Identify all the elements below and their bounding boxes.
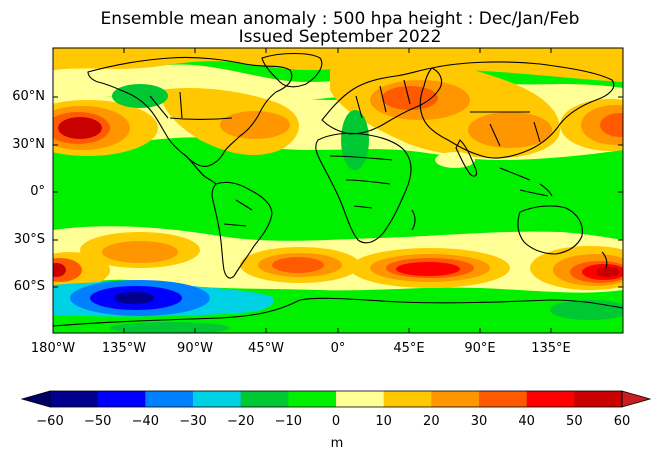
colorbar-tick-label: −30 bbox=[179, 414, 207, 429]
colorbar-tick-label: −50 bbox=[83, 414, 112, 429]
lon-label-135e: 135°E bbox=[531, 341, 571, 356]
coastlines bbox=[53, 52, 623, 327]
lon-label-0: 0° bbox=[330, 341, 346, 356]
colorbar-frame bbox=[49, 390, 623, 408]
colorbar-segment bbox=[574, 391, 623, 407]
lon-label-45e: 45°E bbox=[393, 341, 425, 356]
colorbar-over-arrow bbox=[621, 390, 652, 408]
lat-label-60n: 60°N bbox=[12, 89, 45, 104]
colorbar-tick-label: 0 bbox=[331, 414, 341, 429]
colorbar-segment bbox=[288, 391, 337, 407]
colorbar-segment bbox=[526, 391, 575, 407]
colorbar-tick-label: 60 bbox=[613, 414, 631, 429]
anomaly-field bbox=[53, 48, 623, 333]
lon-label-45w: 45°W bbox=[248, 341, 284, 356]
colorbar-tick-label: −20 bbox=[226, 414, 255, 429]
colorbar-segment bbox=[193, 391, 242, 407]
colorbar-tick-label: −40 bbox=[131, 414, 160, 429]
lon-label-90w: 90°W bbox=[177, 341, 213, 356]
colorbar-segment bbox=[431, 391, 480, 407]
lon-label-135w: 135°W bbox=[101, 341, 147, 356]
colorbar-segment bbox=[145, 391, 194, 407]
lat-label-60s: 60°S bbox=[13, 279, 45, 294]
colorbar-segment bbox=[383, 391, 432, 407]
lat-label-30s: 30°S bbox=[13, 232, 45, 247]
colorbar-segment bbox=[240, 391, 289, 407]
colorbar-tick-label: −10 bbox=[274, 414, 303, 429]
colorbar-segment bbox=[336, 391, 385, 407]
chart-title: Ensemble mean anomaly : 500 hpa height :… bbox=[100, 9, 580, 29]
colorbar-tick-label: 50 bbox=[566, 414, 583, 429]
colorbar-segment bbox=[479, 391, 528, 407]
colorbar-tick-label: 20 bbox=[423, 414, 440, 429]
colorbar-tick-label: 30 bbox=[470, 414, 488, 429]
axis-ticks bbox=[52, 48, 623, 333]
lat-label-30n: 30°N bbox=[12, 137, 45, 152]
lon-label-90e: 90°E bbox=[464, 341, 496, 356]
colorbar bbox=[20, 390, 652, 408]
lat-label-equator: 0° bbox=[30, 184, 45, 199]
colorbar-segment bbox=[97, 391, 146, 407]
colorbar-tick-label: −60 bbox=[36, 414, 64, 429]
colorbar-tick-label: 40 bbox=[518, 414, 535, 429]
chart-subtitle: Issued September 2022 bbox=[238, 27, 442, 47]
colorbar-tick-label: 10 bbox=[375, 414, 392, 429]
colorbar-unit: m bbox=[330, 436, 344, 451]
colorbar-segment bbox=[50, 391, 99, 407]
colorbar-under-arrow bbox=[20, 390, 51, 408]
lon-label-180w: 180°W bbox=[30, 341, 76, 356]
